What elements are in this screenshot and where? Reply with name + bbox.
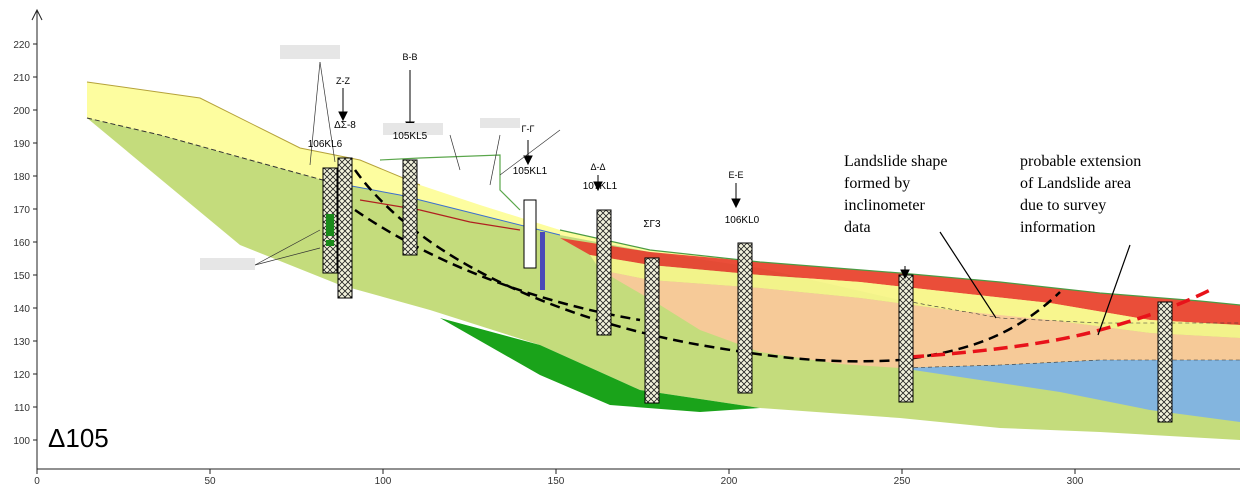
borehole-105kl5 [402, 159, 418, 256]
annotation-line: Landslide shape [844, 153, 948, 170]
leader-lines [939, 231, 1131, 336]
x-tick-label: 0 [34, 476, 40, 487]
probable-extension-annotation: probable extension of Landslide area due… [1020, 153, 1141, 236]
misc-small-labels [200, 45, 520, 270]
landslide-shape-annotation: Landslide shape formed by inclinometer d… [844, 153, 948, 236]
dark-green-wedge [440, 318, 760, 412]
section-label-g: Γ-Γ [522, 124, 535, 134]
x-tick-label: 150 [548, 476, 565, 487]
borehole-label: ΣΓ3 [643, 219, 661, 230]
section-label-e: E-E [728, 170, 743, 180]
y-tick-label: 170 [13, 205, 30, 216]
y-tick-label: 100 [13, 436, 30, 447]
y-tick-label: 180 [13, 172, 30, 183]
annotation-line: formed by [844, 175, 910, 192]
axes: 220 210 200 190 180 170 160 150 140 130 … [13, 8, 1240, 487]
borehole-label: 106KL0 [725, 215, 760, 226]
x-tick-label: 250 [894, 476, 911, 487]
borehole-columns [322, 157, 1173, 423]
borehole-label: 105KL1 [513, 166, 548, 177]
misc-callout-lines [254, 61, 561, 266]
borehole-label: ΔΣ-8 [334, 120, 356, 131]
borehole-ds8 [337, 157, 353, 299]
borehole-right-2 [1157, 301, 1173, 423]
y-ticks [33, 43, 37, 441]
surface-lines [86, 81, 1241, 369]
x-ticks [36, 469, 1076, 474]
borehole-106kl0 [737, 242, 753, 394]
y-tick-label: 200 [13, 106, 30, 117]
section-label-z: Ζ-Ζ [336, 76, 350, 86]
y-tick-label: 150 [13, 271, 30, 282]
x-tick-label: 100 [375, 476, 392, 487]
borehole-label: 107KL1 [583, 181, 618, 192]
y-tick-label: 210 [13, 73, 30, 84]
y-tick-label: 130 [13, 337, 30, 348]
x-tick-label: 50 [204, 476, 216, 487]
section-label-d: Δ-Δ [590, 162, 605, 172]
borehole-105kl1 [523, 199, 537, 269]
borehole-sg3 [644, 257, 660, 404]
borehole-label: 105KL5 [393, 131, 428, 142]
annotation-line: of Landslide area [1020, 175, 1131, 192]
x-tick-label: 300 [1067, 476, 1084, 487]
y-tick-label: 140 [13, 304, 30, 315]
x-tick-label: 200 [721, 476, 738, 487]
annotation-line: inclinometer [844, 197, 926, 214]
annotation-line: probable extension [1020, 153, 1141, 170]
section-label-b: B-B [402, 52, 417, 62]
annotation-line: due to survey [1020, 197, 1106, 214]
annotation-line: data [844, 219, 871, 236]
borehole-right-1 [898, 274, 914, 403]
blue-layer [900, 360, 1240, 422]
y-tick-label: 160 [13, 238, 30, 249]
y-tick-label: 220 [13, 40, 30, 51]
y-tick-label: 190 [13, 139, 30, 150]
probable-extension-line [909, 288, 1211, 359]
section-title: Δ105 [48, 423, 109, 453]
orange-layer [600, 270, 1240, 368]
y-tick-label: 110 [14, 403, 30, 414]
borehole-label: 106KL6 [308, 139, 343, 150]
annotation-line: information [1020, 219, 1096, 236]
slip-surfaces [353, 169, 1061, 363]
borehole-107kl1 [596, 209, 612, 336]
y-tick-label: 120 [13, 370, 30, 381]
